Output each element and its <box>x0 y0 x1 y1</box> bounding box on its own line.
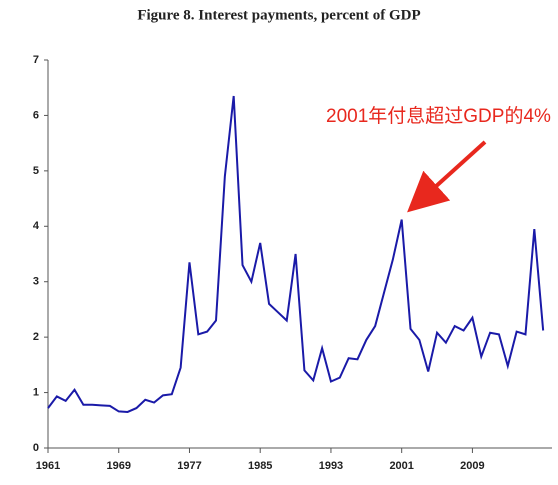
annotation-arrow <box>407 140 487 213</box>
y-tick-label: 6 <box>33 109 39 121</box>
y-tick-label: 2 <box>33 331 39 343</box>
x-tick-label: 2001 <box>389 460 413 472</box>
x-tick-label: 1985 <box>248 460 272 472</box>
annotation: 2001年付息超过GDP的4% <box>326 105 551 127</box>
data-line <box>47 95 545 413</box>
y-tick-label: 5 <box>33 165 39 177</box>
y-tick-label: 3 <box>33 276 39 288</box>
x-tick-label: 1993 <box>319 460 343 472</box>
x-tick-label: 1969 <box>106 460 130 472</box>
x-tick-label: 1977 <box>177 460 201 472</box>
y-tick-label: 7 <box>33 54 39 66</box>
y-tick-label: 0 <box>33 442 39 454</box>
chart-title: Figure 8. Interest payments, percent of … <box>137 7 420 23</box>
x-tick-label: 1961 <box>36 460 60 472</box>
x-tick-label: 2009 <box>460 460 484 472</box>
y-tick-label: 4 <box>33 220 40 232</box>
y-tick-label: 1 <box>33 386 39 398</box>
